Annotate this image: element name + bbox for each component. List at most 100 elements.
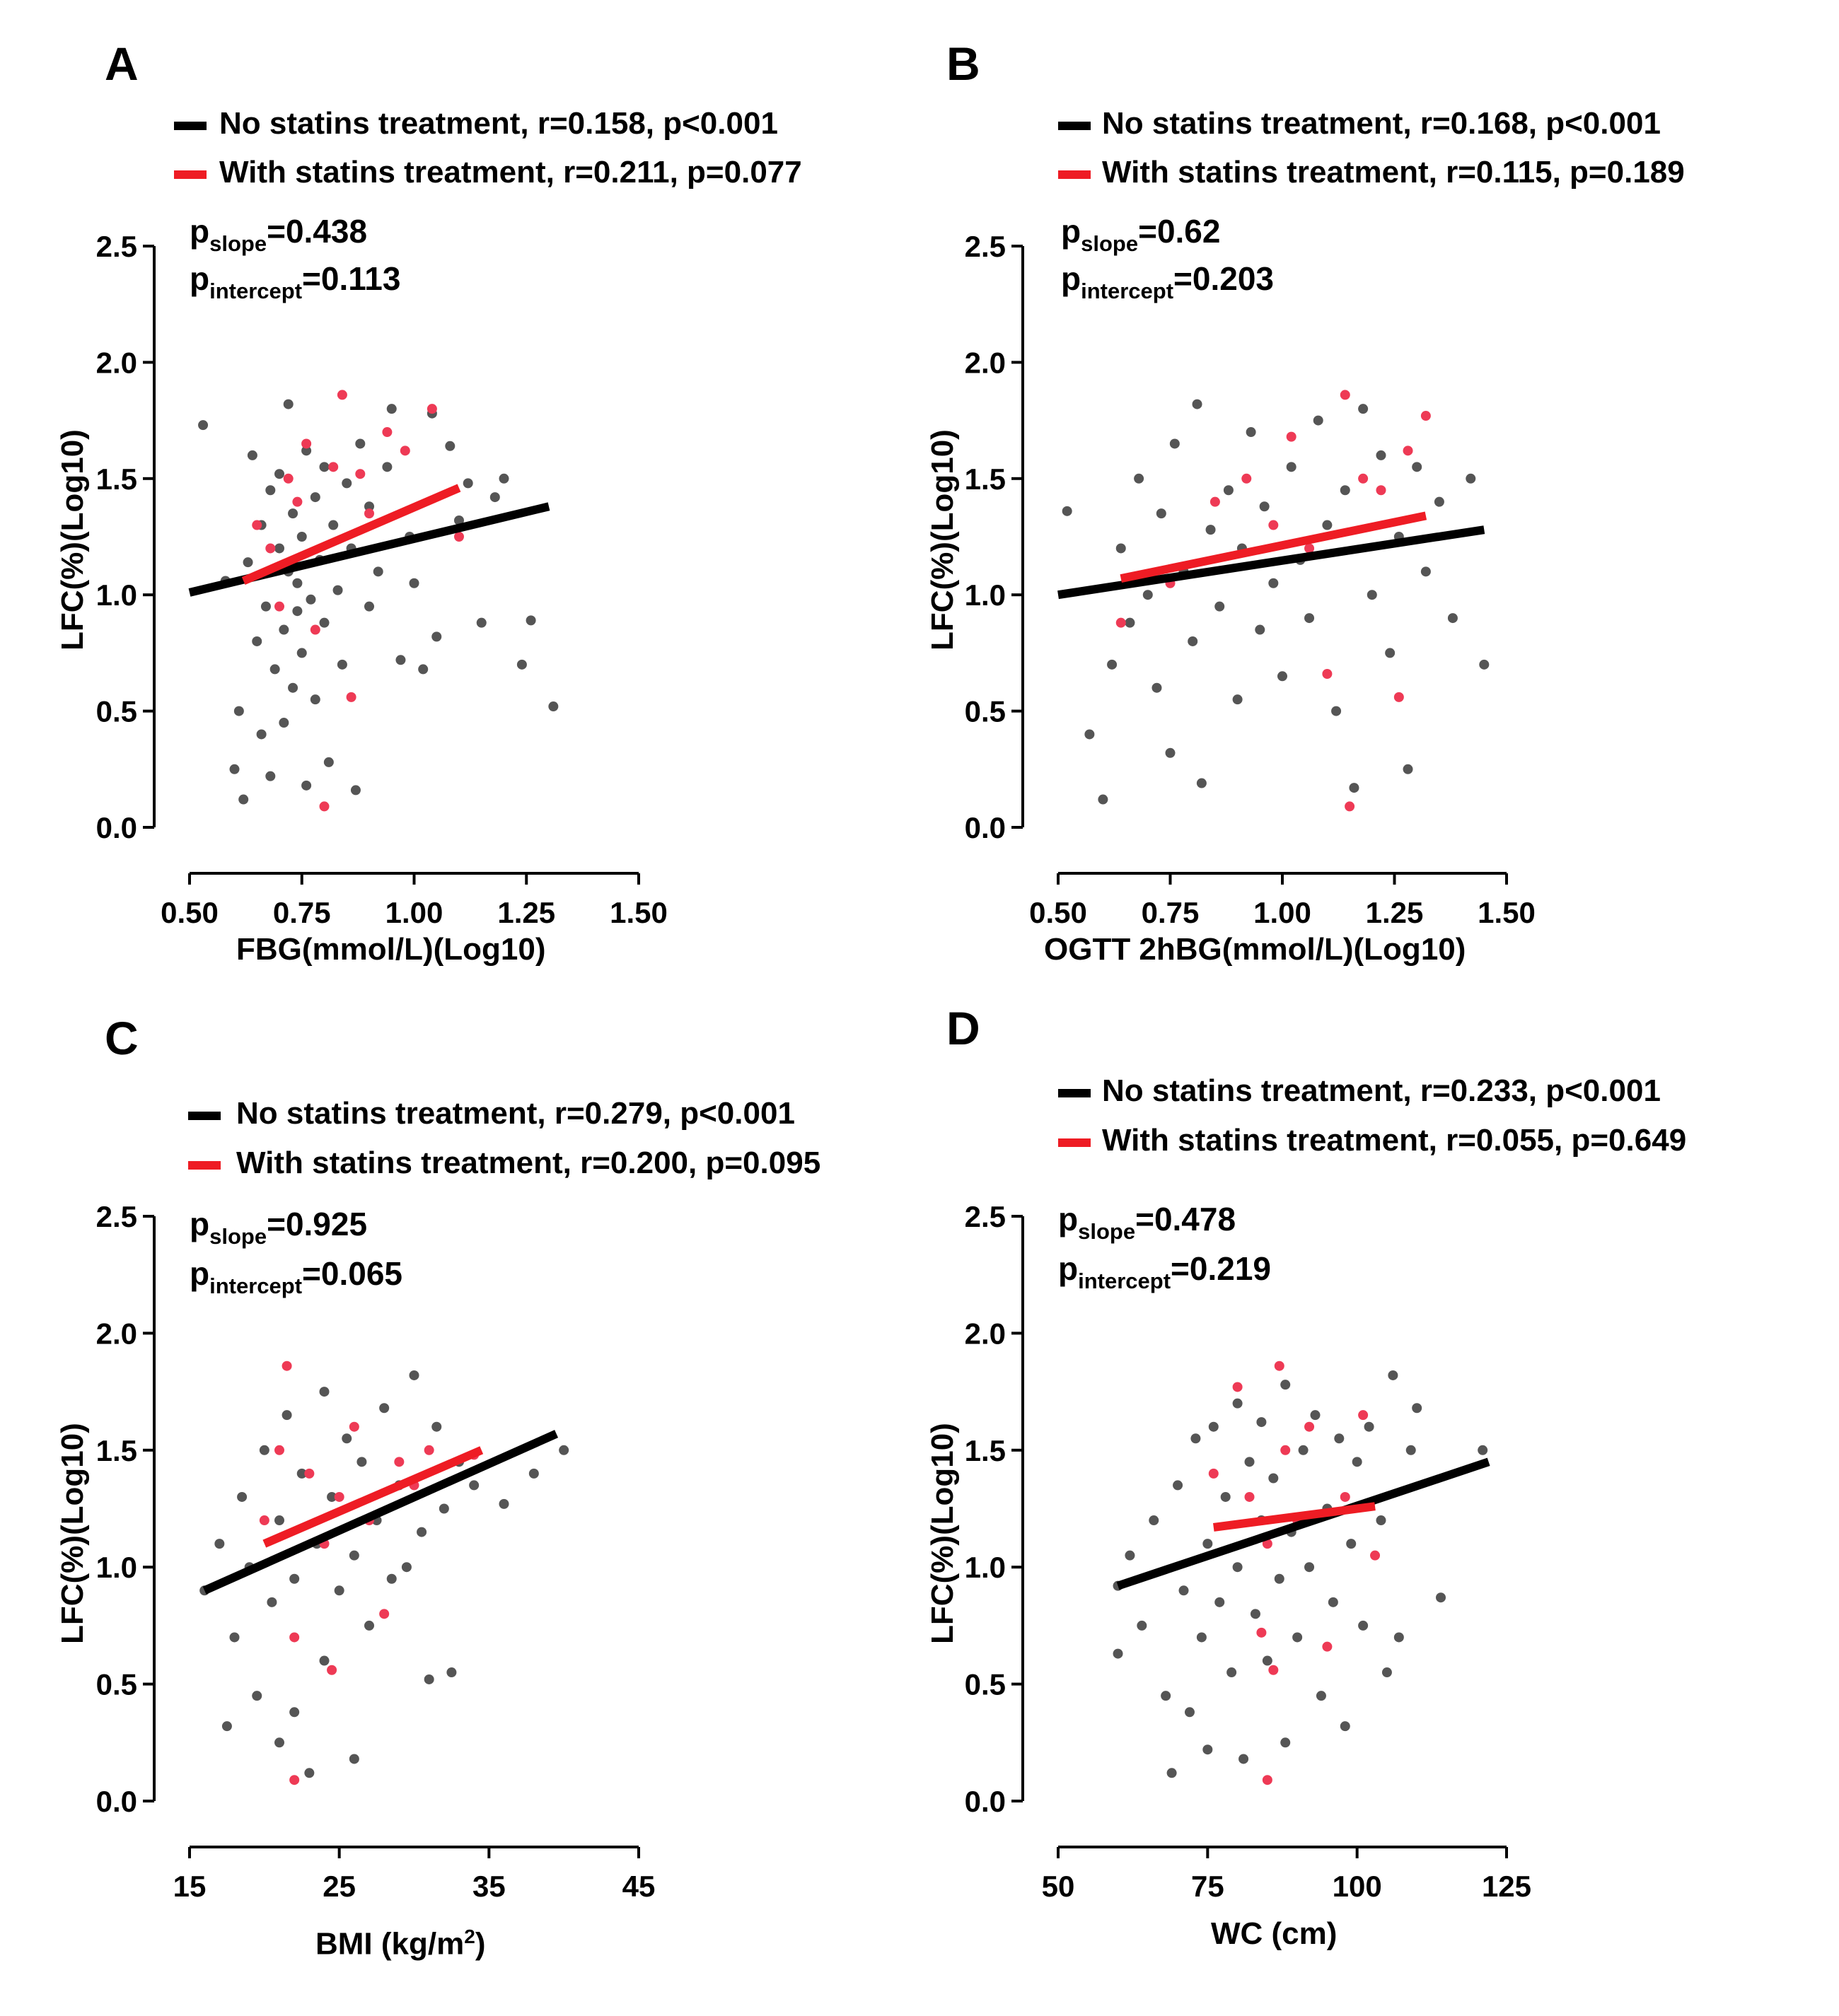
panel-c: 0.0 0.5 1.0 1.5 2.0 2.5 15 25 35 45 C No statins …	[0, 976, 920, 1983]
x-tick-label: 0.75	[273, 896, 331, 929]
data-point-statins	[1322, 1641, 1333, 1652]
x-axis-label: OGTT 2hBG(mmol/L)(Log10)	[1044, 932, 1466, 967]
data-point-no-statins	[319, 1655, 330, 1666]
data-point-statins	[1280, 1445, 1291, 1455]
data-point-no-statins	[1328, 1597, 1338, 1607]
data-point-no-statins	[379, 1403, 390, 1414]
data-point-no-statins	[238, 794, 249, 805]
data-point-no-statins	[1151, 682, 1162, 693]
data-point-no-statins	[489, 492, 500, 503]
data-point-no-statins	[1434, 496, 1444, 507]
p-intercept: pintercept=0.113	[190, 260, 401, 303]
p-intercept: pintercept=0.219	[1058, 1250, 1272, 1293]
data-point-no-statins	[1286, 462, 1296, 472]
chart-b-svg: 0.0 0.5 1.0 1.5 2.0 2.5 0.50 0.75 1.00 1.25 1.50	[965, 230, 1536, 929]
data-point-no-statins	[1447, 613, 1458, 624]
data-point-no-statins	[355, 438, 366, 449]
y-tick-label: 0.0	[96, 1785, 137, 1818]
data-point-no-statins	[1304, 1562, 1315, 1573]
data-point-statins	[1232, 1382, 1243, 1392]
legend-no-statins: No statins treatment, r=0.158, p<0.001	[219, 106, 778, 141]
y-axis-label: LFC(%)(Log10)	[55, 429, 90, 651]
data-point-statins	[346, 692, 356, 702]
data-point-no-statins	[304, 1768, 315, 1778]
data-point-no-statins	[356, 1457, 367, 1467]
data-point-statins	[1322, 668, 1333, 679]
fit-line-statins	[241, 484, 461, 585]
data-point-no-statins	[1304, 613, 1315, 624]
data-point-no-statins	[499, 1498, 509, 1509]
data-point-no-statins	[1125, 1550, 1135, 1561]
data-point-statins	[349, 1421, 359, 1432]
y-tick-label: 1.0	[965, 1551, 1006, 1584]
data-point-no-statins	[1166, 1768, 1177, 1778]
data-point-no-statins	[1246, 427, 1256, 438]
data-point-no-statins	[1478, 1445, 1488, 1455]
data-point-no-statins	[1232, 1398, 1243, 1409]
data-point-statins	[252, 520, 262, 530]
data-point-no-statins	[1367, 590, 1377, 600]
data-point-no-statins	[454, 515, 464, 525]
data-point-no-statins	[469, 1480, 480, 1491]
data-point-statins	[400, 445, 410, 456]
y-tick-label: 2.0	[965, 1317, 1006, 1350]
data-point-statins	[1268, 1665, 1279, 1675]
data-point-statins	[334, 1491, 344, 1502]
panel-letter: B	[946, 37, 980, 90]
data-point-no-statins	[1214, 1597, 1225, 1607]
data-point-no-statins	[382, 462, 393, 472]
data-point-no-statins	[342, 478, 352, 489]
x-tick-label: 0.50	[1029, 896, 1087, 929]
legend-swatch-no-statins	[174, 122, 207, 130]
data-point-no-statins	[334, 1585, 344, 1596]
data-point-statins	[1256, 1627, 1267, 1638]
legend-swatch-statins	[188, 1161, 221, 1170]
data-point-no-statins	[1165, 747, 1176, 758]
data-point-statins	[364, 508, 374, 519]
data-point-no-statins	[1313, 415, 1323, 426]
data-point-no-statins	[386, 1573, 397, 1584]
y-tick-label: 1.0	[965, 578, 1006, 612]
data-point-no-statins	[252, 636, 262, 646]
data-point-no-statins	[1381, 1667, 1392, 1678]
data-point-no-statins	[439, 1503, 449, 1514]
data-point-statins	[1208, 1468, 1219, 1479]
data-point-no-statins	[1161, 1691, 1171, 1701]
data-point-no-statins	[1232, 1562, 1243, 1573]
data-point-no-statins	[409, 1370, 419, 1380]
data-point-no-statins	[279, 624, 289, 635]
data-point-statins	[1376, 485, 1386, 496]
data-point-no-statins	[548, 701, 559, 712]
data-point-no-statins	[1184, 1707, 1195, 1718]
data-point-no-statins	[386, 404, 397, 414]
y-tick-label: 1.5	[96, 1434, 137, 1467]
y-tick-label: 1.5	[96, 462, 137, 496]
data-point-no-statins	[237, 1491, 248, 1502]
data-point-no-statins	[1268, 1473, 1279, 1484]
data-point-no-statins	[1412, 462, 1422, 472]
data-point-no-statins	[1352, 1457, 1362, 1467]
legend-no-statins: No statins treatment, r=0.233, p<0.001	[1102, 1073, 1661, 1108]
panel-letter: D	[946, 1002, 980, 1054]
x-tick-label: 1.50	[610, 896, 668, 929]
data-point-no-statins	[289, 1707, 300, 1718]
data-point-statins	[1358, 1410, 1369, 1421]
data-point-no-statins	[431, 1421, 442, 1432]
data-point-no-statins	[1412, 1403, 1422, 1414]
data-point-statins	[304, 1468, 315, 1479]
y-tick-label: 1.0	[96, 578, 137, 612]
legend-statins: With statins treatment, r=0.200, p=0.095	[236, 1146, 821, 1180]
data-point-no-statins	[1115, 543, 1126, 554]
data-point-statins	[283, 473, 294, 484]
data-point-statins	[1262, 1775, 1272, 1785]
data-point-no-statins	[1196, 778, 1207, 788]
panel-letter: C	[105, 1012, 139, 1064]
data-point-statins	[1393, 692, 1404, 702]
data-point-no-statins	[1255, 624, 1265, 635]
chart-d-svg: 0.0 0.5 1.0 1.5 2.0 2.5 50 75 100 125	[965, 1200, 1531, 1903]
data-point-no-statins	[1349, 783, 1359, 793]
data-point-statins	[327, 1665, 337, 1675]
data-point-statins	[1340, 390, 1350, 400]
data-point-no-statins	[1403, 764, 1413, 774]
data-point-no-statins	[349, 1754, 359, 1764]
